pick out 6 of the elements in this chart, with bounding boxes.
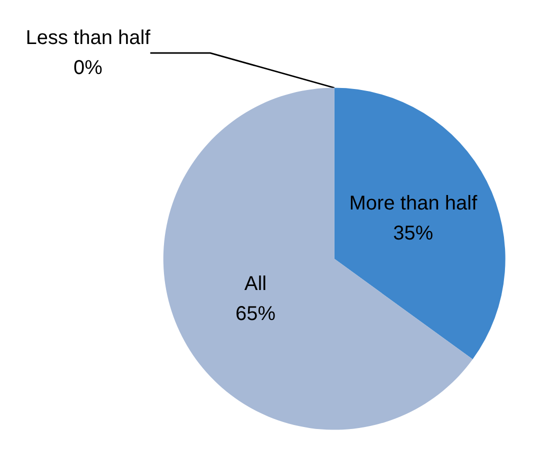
slice-label: All bbox=[244, 272, 267, 295]
data-label: 65% bbox=[235, 302, 276, 325]
data-label: 35% bbox=[393, 222, 434, 245]
category-label: Less than half bbox=[26, 27, 150, 49]
text: 0% bbox=[74, 57, 102, 79]
slice-label: More than half bbox=[349, 192, 478, 215]
